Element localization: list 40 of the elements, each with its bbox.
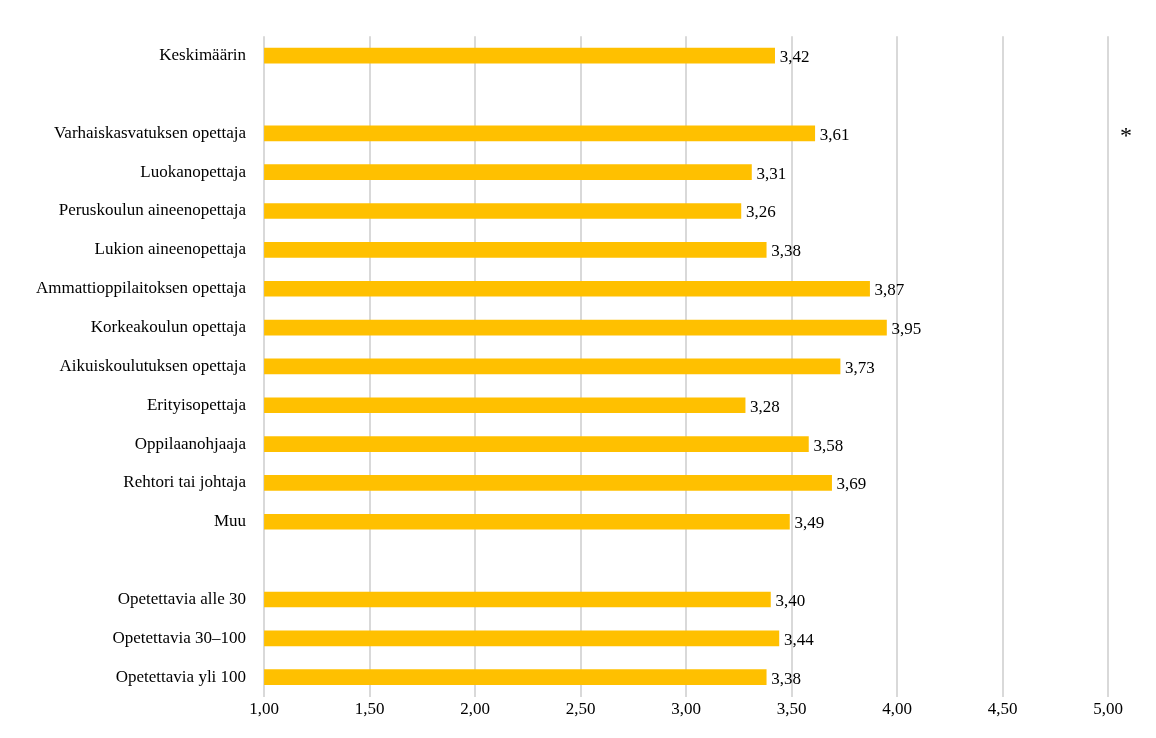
x-tick-label: 4,50 xyxy=(987,699,1018,719)
y-tick-label: Korkeakoulun opettaja xyxy=(90,317,247,337)
y-tick-label: Rehtori tai johtaja xyxy=(123,472,247,492)
x-tick-label: 4,00 xyxy=(882,699,912,719)
data-label: 3,31 xyxy=(756,163,787,183)
data-label: 3,95 xyxy=(891,319,922,339)
data-label: 3,42 xyxy=(779,47,810,67)
data-label: 3,38 xyxy=(771,668,801,688)
y-tick-label: Lukion aineenopettaja xyxy=(94,239,247,259)
y-tick-label: Oppilaanohjaaja xyxy=(134,433,247,453)
y-tick-label: Varhaiskasvatuksen opettaja xyxy=(53,122,247,142)
y-tick-label: Peruskoulun aineenopettaja xyxy=(58,200,247,220)
y-tick-label: Opetettavia yli 100 xyxy=(115,666,247,686)
text: * xyxy=(1120,121,1132,148)
data-label: 3,44 xyxy=(783,629,815,649)
data-label: 3,87 xyxy=(874,280,905,300)
y-tick-label: Luokanopettaja xyxy=(140,161,247,181)
x-tick-label: 3,50 xyxy=(776,699,807,719)
data-label: 3,38 xyxy=(771,241,801,261)
y-tick-label: Ammattioppilaitoksen opettaja xyxy=(36,278,247,298)
data-label: 3,73 xyxy=(845,357,875,377)
data-label: 3,58 xyxy=(813,435,844,455)
data-label: 3,61 xyxy=(819,124,850,144)
x-tick-label: 1,50 xyxy=(354,699,385,719)
x-tick-label: 3,00 xyxy=(671,699,701,719)
data-label: 3,28 xyxy=(750,396,780,416)
x-tick-label: 2,00 xyxy=(460,699,490,719)
x-tick-label: 5,00 xyxy=(1093,699,1123,719)
x-tick-label: 1,00 xyxy=(249,699,279,719)
y-tick-label: Erityisopettaja xyxy=(146,394,247,414)
y-tick-label: Muu xyxy=(213,511,247,531)
x-tick-label: 2,50 xyxy=(565,699,596,719)
data-label: 3,26 xyxy=(745,202,776,222)
y-tick-label: Opetettavia 30–100 xyxy=(112,627,247,647)
y-tick-label: Keskimäärin xyxy=(159,45,247,65)
data-label: 3,49 xyxy=(794,513,825,533)
y-tick-label: Opetettavia alle 30 xyxy=(117,588,247,608)
data-label: 3,69 xyxy=(836,474,867,494)
data-label: 3,40 xyxy=(775,590,806,610)
y-tick-label: Aikuiskoulutuksen opettaja xyxy=(59,355,247,375)
